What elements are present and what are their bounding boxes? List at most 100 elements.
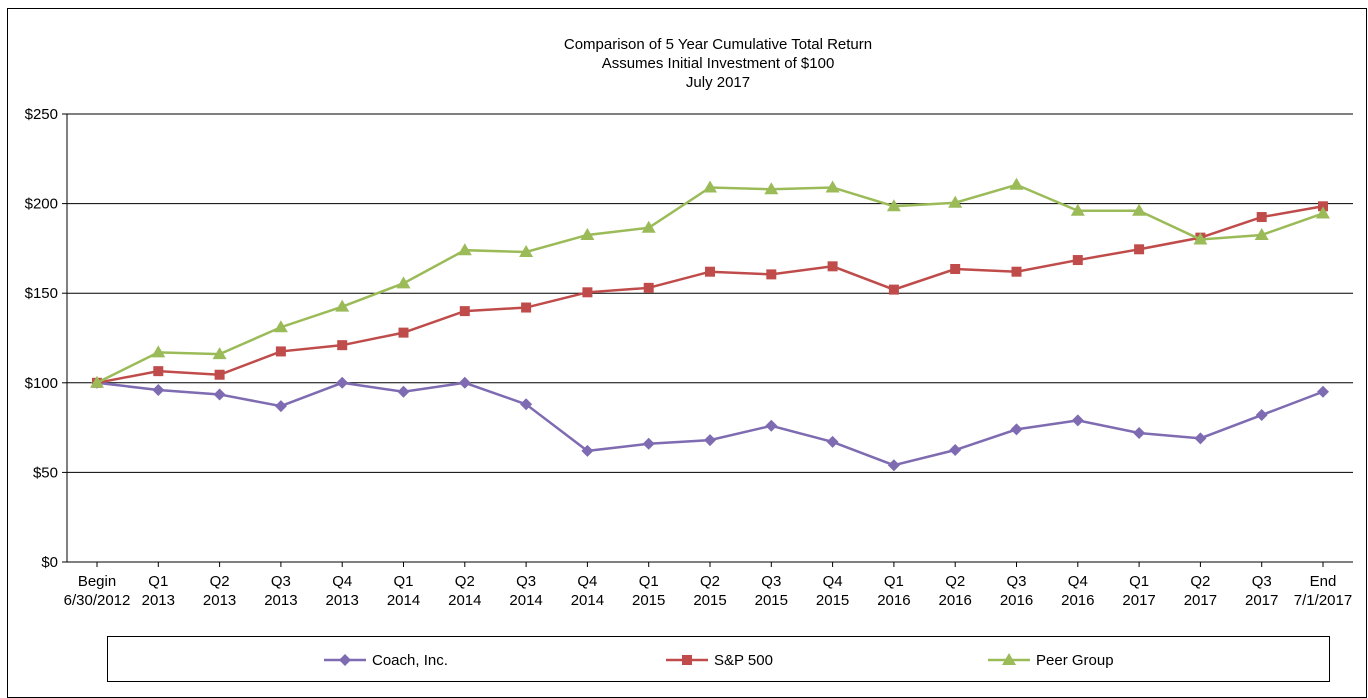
- data-point-s-p-500: [1072, 255, 1083, 266]
- data-point-s-p-500: [398, 327, 409, 338]
- data-point-s-p-500: [1011, 266, 1022, 277]
- data-point-coach-inc: [458, 376, 471, 389]
- title-line-3: July 2017: [686, 74, 750, 91]
- x-tick-label: 2017: [1122, 592, 1155, 609]
- data-point-coach-inc: [949, 444, 962, 456]
- data-point-coach-inc: [1071, 414, 1084, 427]
- legend-label: S&P 500: [714, 651, 773, 669]
- data-point-peer-group: [151, 345, 166, 358]
- legend-swatch-coach-inc: [324, 654, 366, 666]
- data-point-s-p-500: [643, 282, 654, 293]
- data-point-coach-inc: [581, 444, 594, 457]
- data-point-coach-inc: [274, 400, 287, 413]
- x-tick-label: Q3: [1252, 573, 1272, 590]
- x-tick-label: Q3: [1006, 573, 1026, 590]
- x-tick-label: 7/1/2017: [1294, 592, 1352, 609]
- x-tick-label: Q4: [577, 573, 597, 590]
- x-tick-label: 2017: [1245, 592, 1278, 609]
- data-point-s-p-500: [766, 269, 777, 280]
- x-tick-label: 2013: [326, 592, 359, 609]
- x-tick-label: 6/30/2012: [64, 592, 131, 609]
- legend: Coach, Inc. S&P 500 Peer Group: [107, 636, 1330, 682]
- x-tick-label: Q1: [148, 573, 168, 590]
- x-tick-label: Q1: [393, 573, 413, 590]
- data-point-peer-group: [273, 320, 288, 333]
- x-tick-label: 2016: [877, 592, 910, 609]
- x-tick-label: 2016: [939, 592, 972, 609]
- legend-label: Coach, Inc.: [372, 651, 448, 669]
- data-point-peer-group: [886, 199, 901, 212]
- series-s-p-500: [92, 201, 1328, 388]
- x-tick-label: Q4: [823, 573, 843, 590]
- data-point-coach-inc: [704, 434, 716, 447]
- data-point-peer-group: [1254, 227, 1269, 240]
- legend-swatch-marker: [682, 655, 692, 665]
- data-point-s-p-500: [214, 369, 225, 380]
- data-point-peer-group: [580, 227, 595, 240]
- x-tick-label: 2017: [1184, 592, 1217, 609]
- x-tick-label: 2014: [571, 592, 604, 609]
- legend-swatch-marker: [1002, 653, 1016, 665]
- data-point-coach-inc: [397, 385, 410, 398]
- data-point-peer-group: [1009, 177, 1024, 190]
- legend-item-peer-group: Peer Group: [986, 637, 1114, 683]
- series-coach-inc: [91, 376, 1329, 472]
- legend-item-s-p-500: S&P 500: [664, 637, 773, 683]
- x-tick-label: 2015: [632, 592, 665, 609]
- legend-item-coach-inc: Coach, Inc.: [322, 637, 448, 683]
- axes: [62, 113, 1353, 567]
- x-tick-label: 2013: [264, 592, 297, 609]
- y-tick-label: $200: [25, 196, 58, 213]
- data-point-coach-inc: [213, 388, 226, 401]
- x-tick-label: Q2: [210, 573, 230, 590]
- x-tick-label: End: [1310, 573, 1337, 590]
- x-axis-ticks: Begin 6/30/2012 Q1 2013 Q2 2013 Q3 2013 Q4 2013 Q1…: [64, 573, 1353, 609]
- data-point-s-p-500: [337, 340, 348, 351]
- data-point-s-p-500: [705, 266, 715, 277]
- y-tick-label: $150: [25, 285, 58, 302]
- data-point-peer-group: [825, 180, 840, 193]
- data-point-s-p-500: [521, 302, 532, 313]
- data-point-peer-group: [703, 180, 717, 193]
- data-point-peer-group: [396, 276, 411, 289]
- x-tick-label: 2013: [142, 592, 175, 609]
- x-tick-label: 2016: [1000, 592, 1033, 609]
- x-tick-label: Q3: [761, 573, 781, 590]
- data-point-peer-group: [335, 299, 350, 312]
- data-point-peer-group: [90, 375, 104, 388]
- y-tick-label: $100: [25, 375, 58, 392]
- x-tick-label: Q1: [884, 573, 904, 590]
- x-tick-label: Q1: [639, 573, 659, 590]
- data-point-coach-inc: [1255, 409, 1268, 422]
- data-point-coach-inc: [152, 383, 165, 396]
- x-tick-label: 2014: [448, 592, 481, 609]
- x-tick-label: Begin: [78, 573, 116, 590]
- x-tick-label: 2016: [1061, 592, 1094, 609]
- series-line-coach-inc: [96, 381, 1324, 467]
- y-axis-ticks: $0 $50 $100 $150 $200 $250: [25, 106, 58, 571]
- data-point-peer-group: [1316, 206, 1330, 219]
- x-tick-label: Q3: [271, 573, 291, 590]
- legend-swatch-s-p-500: [666, 655, 708, 665]
- data-point-coach-inc: [1133, 426, 1146, 439]
- data-point-peer-group: [948, 195, 963, 208]
- data-point-coach-inc: [826, 435, 839, 448]
- x-tick-label: 2014: [387, 592, 420, 609]
- x-tick-label: 2014: [509, 592, 542, 609]
- title-line-1: Comparison of 5 Year Cumulative Total Re…: [564, 36, 872, 53]
- chart-title: Comparison of 5 Year Cumulative Total Re…: [564, 36, 872, 91]
- data-point-coach-inc: [520, 398, 533, 411]
- x-tick-label: Q3: [516, 573, 536, 590]
- gridlines: [67, 113, 1353, 473]
- data-point-peer-group: [1132, 203, 1147, 216]
- data-point-peer-group: [212, 347, 227, 360]
- data-point-coach-inc: [1194, 432, 1207, 445]
- data-point-peer-group: [1193, 232, 1208, 245]
- data-point-s-p-500: [888, 284, 899, 295]
- data-point-coach-inc: [887, 459, 900, 472]
- data-point-s-p-500: [582, 287, 593, 298]
- y-tick-label: $50: [33, 464, 58, 481]
- data-point-coach-inc: [1010, 423, 1023, 436]
- data-point-peer-group: [519, 244, 534, 257]
- x-tick-label: Q1: [1129, 573, 1149, 590]
